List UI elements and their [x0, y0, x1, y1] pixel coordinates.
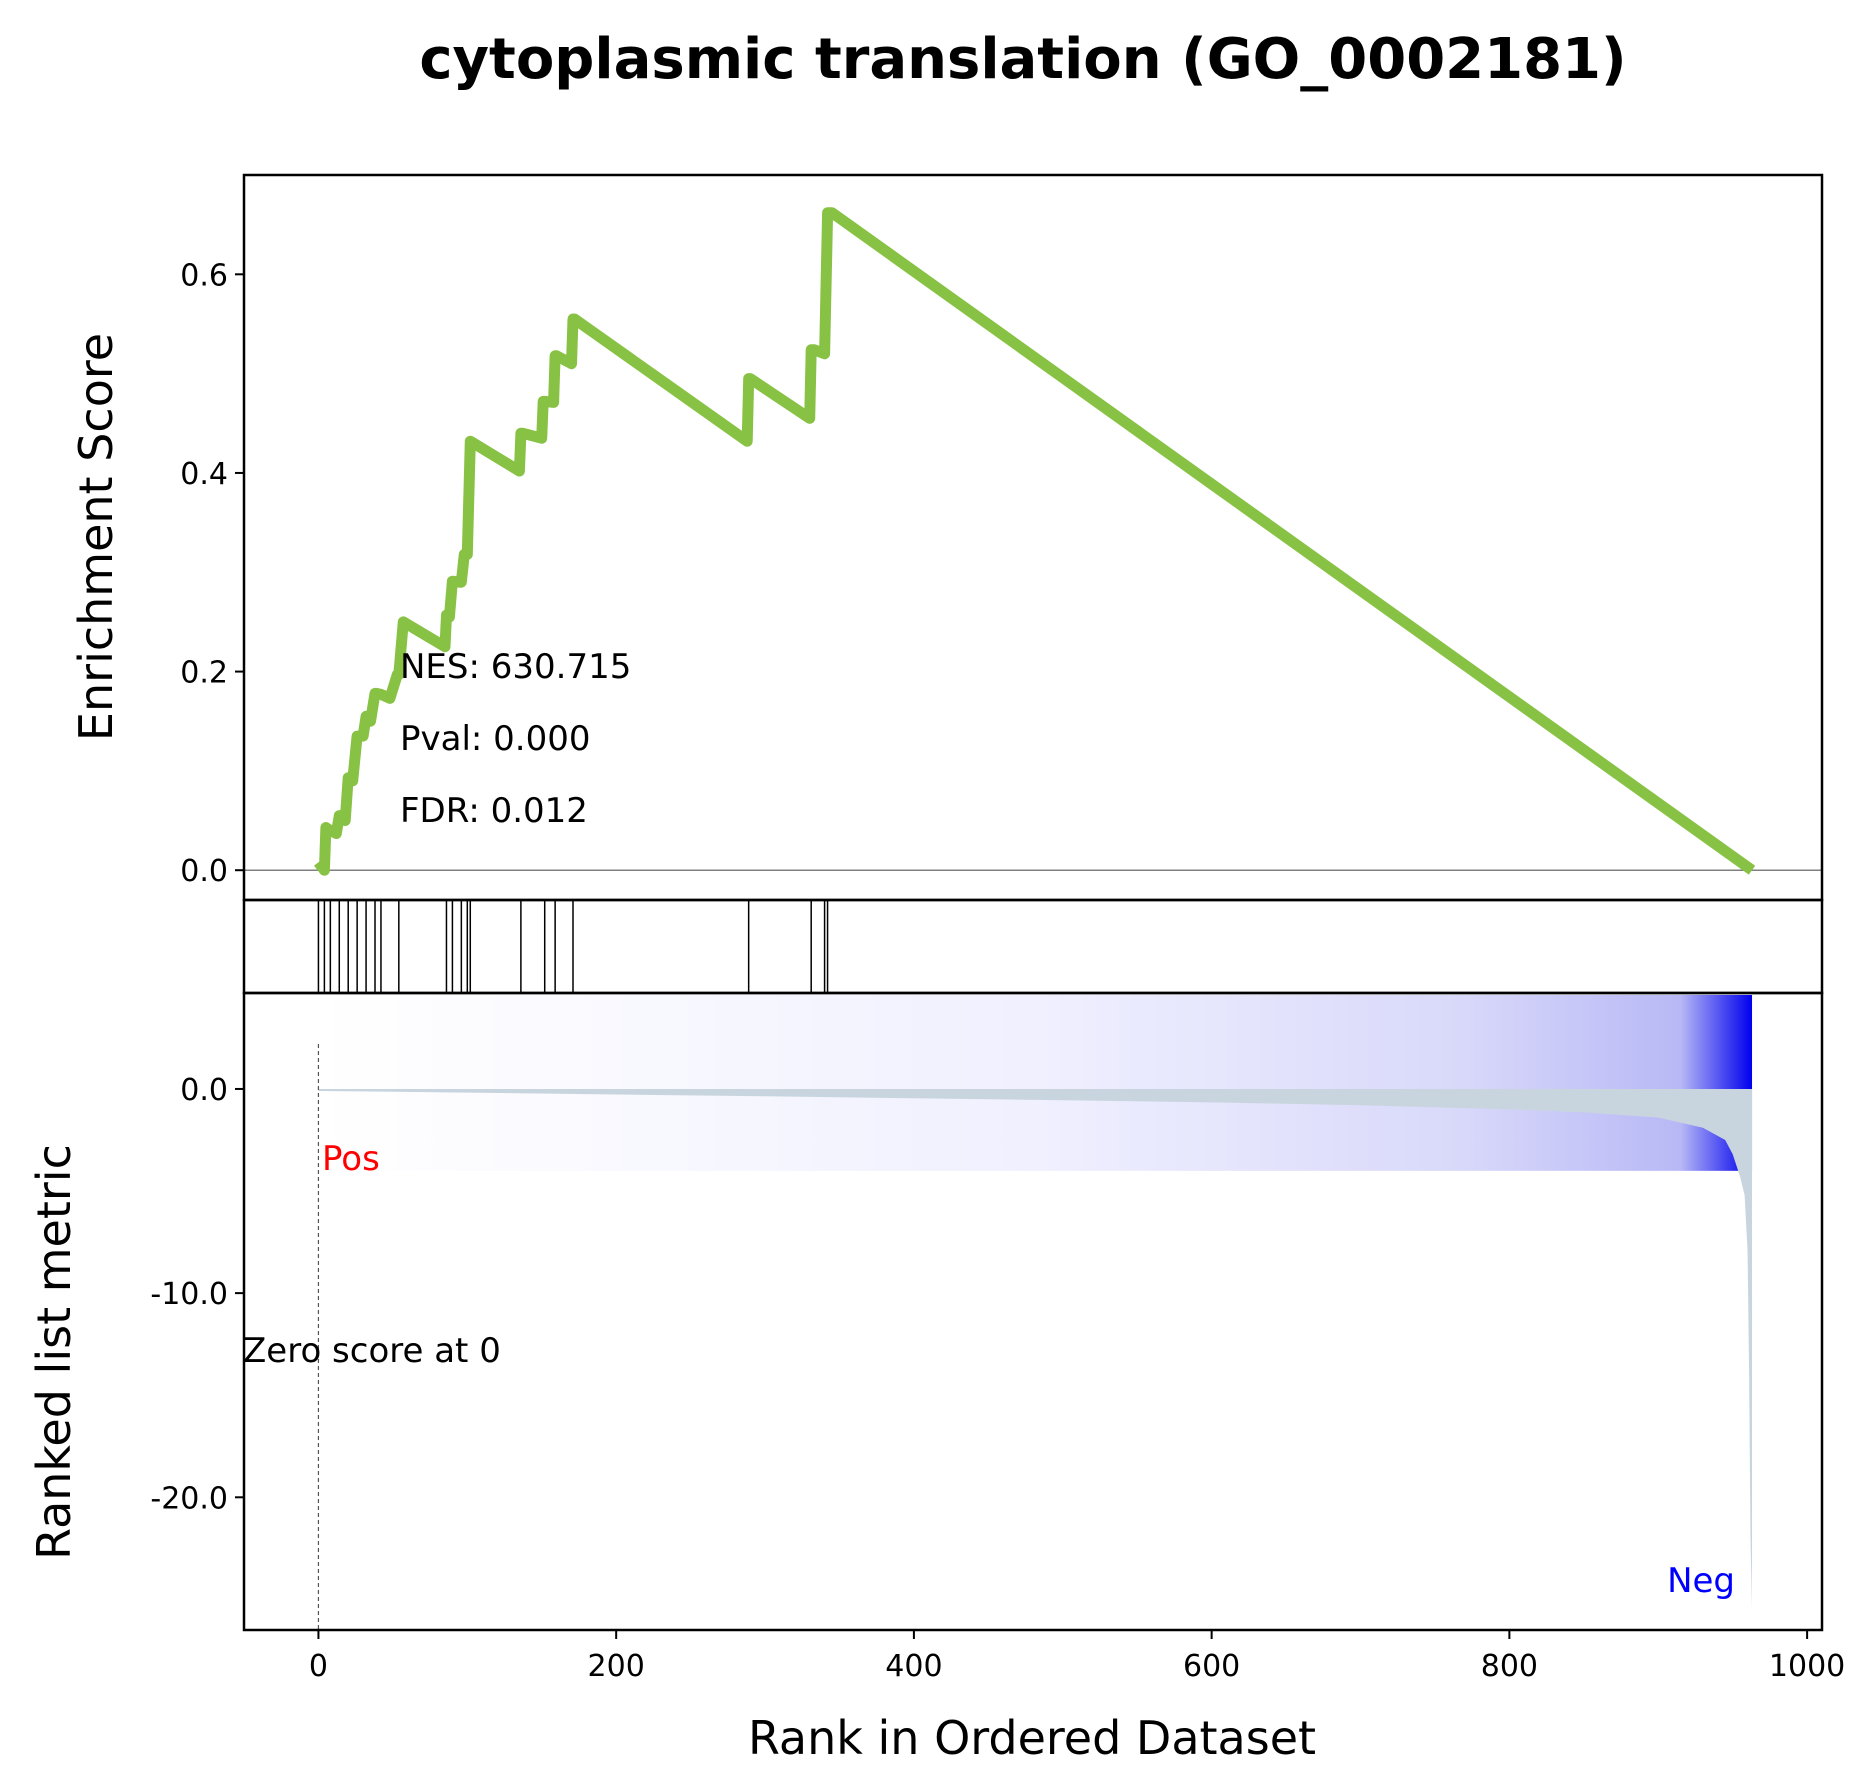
x-tick-label: 600 — [1183, 1649, 1240, 1684]
x-tick-label: 800 — [1481, 1649, 1538, 1684]
ranked-y-tick-label: -10.0 — [150, 1277, 228, 1312]
ranked-y-tick-label: 0.0 — [180, 1073, 228, 1108]
fdr-stat: FDR: 0.012 — [400, 791, 588, 831]
ranked-list-panel: 0.0 -10.0 -20.0 — [150, 991, 1824, 1632]
nes-stat: NES: 630.715 — [400, 647, 631, 687]
x-tick-label: 1000 — [1769, 1649, 1845, 1684]
hits-panel-frame — [242, 898, 1824, 995]
ranked-y-tick-label: -20.0 — [150, 1481, 228, 1516]
x-tick-label: 200 — [588, 1649, 645, 1684]
metric-heatmap-bar — [318, 995, 1753, 1171]
ranked-panel-frame — [242, 991, 1824, 1632]
es-series-line — [314, 207, 1756, 876]
es-y-axis-title: Enrichment Score — [69, 333, 123, 741]
ranked-y-axis-title: Ranked list metric — [27, 1144, 81, 1560]
neg-label: Neg — [1667, 1561, 1735, 1601]
es-y-tick-label: 0.2 — [180, 656, 228, 691]
x-tick-label: 0 — [309, 1649, 328, 1684]
chart-title: cytoplasmic translation (GO_0002181) — [419, 27, 1626, 92]
x-axis-title: Rank in Ordered Dataset — [748, 1711, 1316, 1765]
es-y-tick-label: 0.0 — [180, 854, 228, 889]
x-axis: 0 200 400 600 800 1000 — [309, 1630, 1845, 1684]
x-tick-label: 400 — [885, 1649, 942, 1684]
es-y-tick-label: 0.4 — [180, 457, 228, 492]
pval-stat: Pval: 0.000 — [400, 719, 591, 759]
pos-label: Pos — [322, 1139, 380, 1179]
gene-hits-panel — [242, 898, 1824, 995]
zero-score-label: Zero score at 0 — [243, 1331, 501, 1371]
enrichment-score-panel: 0.0 0.2 0.4 0.6 — [180, 173, 1824, 902]
es-y-tick-label: 0.6 — [180, 258, 228, 293]
